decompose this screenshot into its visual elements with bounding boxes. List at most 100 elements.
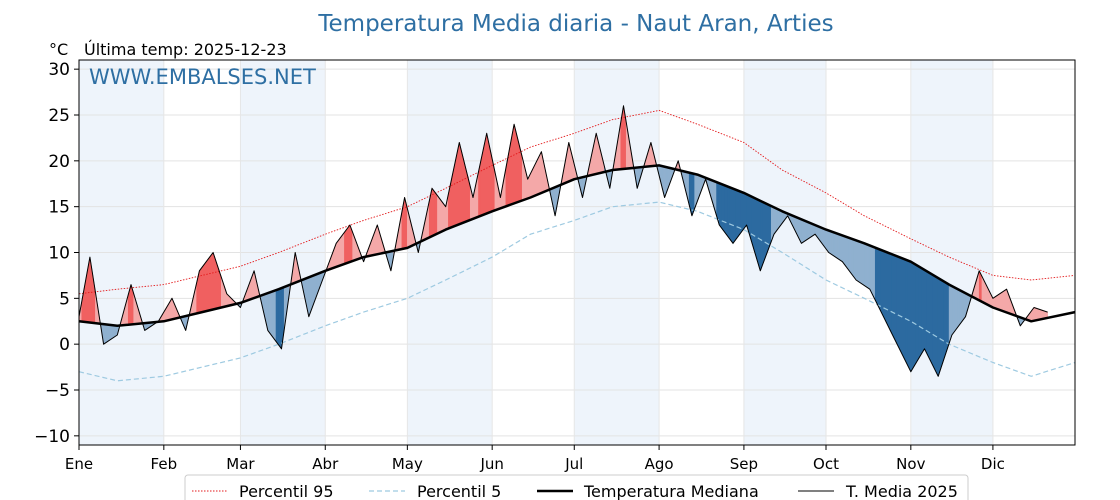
anomaly-fill-segment [344, 227, 348, 265]
anomaly-fill-segment [199, 266, 203, 314]
y-tick-label: 5 [59, 289, 70, 309]
anomaly-fill-segment [896, 255, 901, 350]
anomaly-fill-segment [910, 261, 914, 373]
anomaly-fill-segment [106, 324, 110, 343]
anomaly-fill-segment [442, 202, 446, 232]
anomaly-fill-segment [839, 234, 843, 263]
anomaly-fill-segment [1000, 290, 1005, 312]
x-tick-label-abr: Abr [312, 455, 339, 473]
anomaly-fill-segment [874, 247, 879, 306]
anomaly-fill-segment [836, 233, 840, 261]
anomaly-fill-segment [847, 237, 851, 274]
anomaly-fill-segment [538, 151, 542, 195]
anomaly-fill-segment [872, 246, 876, 301]
anomaly-fill-segment [346, 224, 351, 264]
anomaly-fill-segment [885, 251, 890, 328]
anomaly-fill-segment [842, 235, 846, 267]
last-temp-label: Última temp: 2025-12-23 [84, 40, 287, 59]
anomaly-fill-segment [212, 252, 217, 310]
anomaly-fill-segment [880, 249, 884, 317]
y-unit-label: °C [49, 40, 68, 59]
y-tick-label: 15 [48, 198, 70, 218]
anomaly-fill-segment [921, 267, 925, 355]
anomaly-fill-segment [724, 184, 728, 237]
anomaly-fill-segment [943, 280, 947, 360]
legend-label-median: Temperatura Mediana [583, 482, 759, 500]
series-line-media-2025 [78, 105, 1048, 377]
anomaly-fill-segment [948, 284, 953, 344]
anomaly-fill-segment [937, 277, 942, 377]
legend-label-current: T. Media 2025 [845, 482, 958, 500]
anomaly-fill-segment [855, 239, 860, 283]
watermark: WWW.EMBALSES.NET [89, 65, 316, 89]
anomaly-fill-segment [732, 188, 737, 245]
anomaly-fill-segment [204, 258, 208, 312]
anomaly-fill-segment [861, 241, 865, 287]
anomaly-fill-segment [877, 248, 882, 312]
anomaly-fill-segment [959, 289, 964, 325]
y-tick-label: −10 [34, 427, 70, 447]
y-tick-label: 10 [48, 244, 70, 264]
anomaly-fill-segment [459, 142, 463, 225]
anomaly-fill-segment [773, 206, 778, 236]
anomaly-fill-segment [995, 294, 999, 310]
anomaly-fill-segment [439, 198, 444, 233]
anomaly-fill-segment [913, 262, 917, 369]
anomaly-fill-segment [513, 124, 518, 204]
anomaly-fill-segment [437, 194, 441, 234]
anomaly-fill-segment [207, 255, 211, 312]
anomaly-fill-segment [757, 198, 761, 271]
anomaly-fill-segment [103, 323, 107, 345]
anomaly-fill-segment [267, 291, 271, 335]
anomaly-fill-segment [946, 282, 950, 352]
legend-label-p95: Percentil 95 [239, 482, 334, 500]
x-tick-label-jul: Jul [564, 455, 583, 473]
x-axis: Ene Feb Mar Abr May Jun Jul Ago Sep Oct Nov Dic [65, 445, 1005, 473]
anomaly-fill-segment [891, 253, 895, 339]
x-tick-label-may: May [392, 455, 423, 473]
y-axis: −10 −5 0 5 10 15 20 25 30 [34, 60, 79, 447]
anomaly-fill-segment [935, 275, 939, 377]
anomaly-fill-segment [864, 242, 868, 288]
anomaly-fill-segment [926, 270, 931, 360]
anomaly-fill-segment [899, 256, 903, 356]
anomaly-fill-segment [803, 219, 808, 243]
anomaly-fill-segment [940, 279, 944, 369]
y-tick-label: −5 [45, 381, 70, 401]
anomaly-fill-segment [888, 252, 892, 334]
anomaly-fill-segment [721, 183, 726, 234]
anomaly-fill-segment [738, 190, 742, 237]
x-tick-label-ago: Ago [645, 455, 674, 473]
anomaly-fill-segment [866, 243, 871, 290]
y-tick-label: 0 [59, 335, 70, 355]
chart-title: Temperatura Media diaria - Naut Aran, Ar… [317, 11, 833, 37]
anomaly-fills [78, 105, 1048, 377]
anomaly-fill-segment [210, 251, 214, 311]
anomaly-fill-segment [894, 254, 898, 345]
anomaly-fill-segment [754, 197, 758, 262]
anomaly-fill-segment [853, 238, 857, 281]
anomaly-fill-segment [108, 324, 113, 342]
anomaly-fill-segment [434, 191, 438, 236]
anomaly-fill-segment [951, 285, 955, 336]
anomaly-fill-segment [1033, 307, 1037, 322]
anomaly-fill-segment [743, 192, 747, 230]
anomaly-fill-segment [801, 218, 805, 244]
anomaly-fill-segment [918, 266, 923, 360]
anomaly-fill-segment [844, 236, 849, 270]
y-tick-label: 20 [48, 152, 70, 172]
anomaly-fill-segment [962, 291, 966, 322]
anomaly-fill-segment [718, 182, 723, 230]
anomaly-fill-segment [762, 201, 767, 264]
anomaly-fill-segment [915, 264, 920, 364]
series-line-mediana [78, 164, 1076, 328]
anomaly-fill-segment [883, 250, 887, 323]
anomaly-fill-segment [335, 238, 340, 268]
anomaly-fill-segment [278, 287, 282, 350]
anomaly-fill-segment [932, 274, 936, 371]
x-tick-label-mar: Mar [226, 455, 255, 473]
anomaly-fill-segment [929, 272, 934, 366]
anomaly-fill-segment [907, 260, 912, 372]
x-tick-label-sep: Sep [730, 455, 758, 473]
